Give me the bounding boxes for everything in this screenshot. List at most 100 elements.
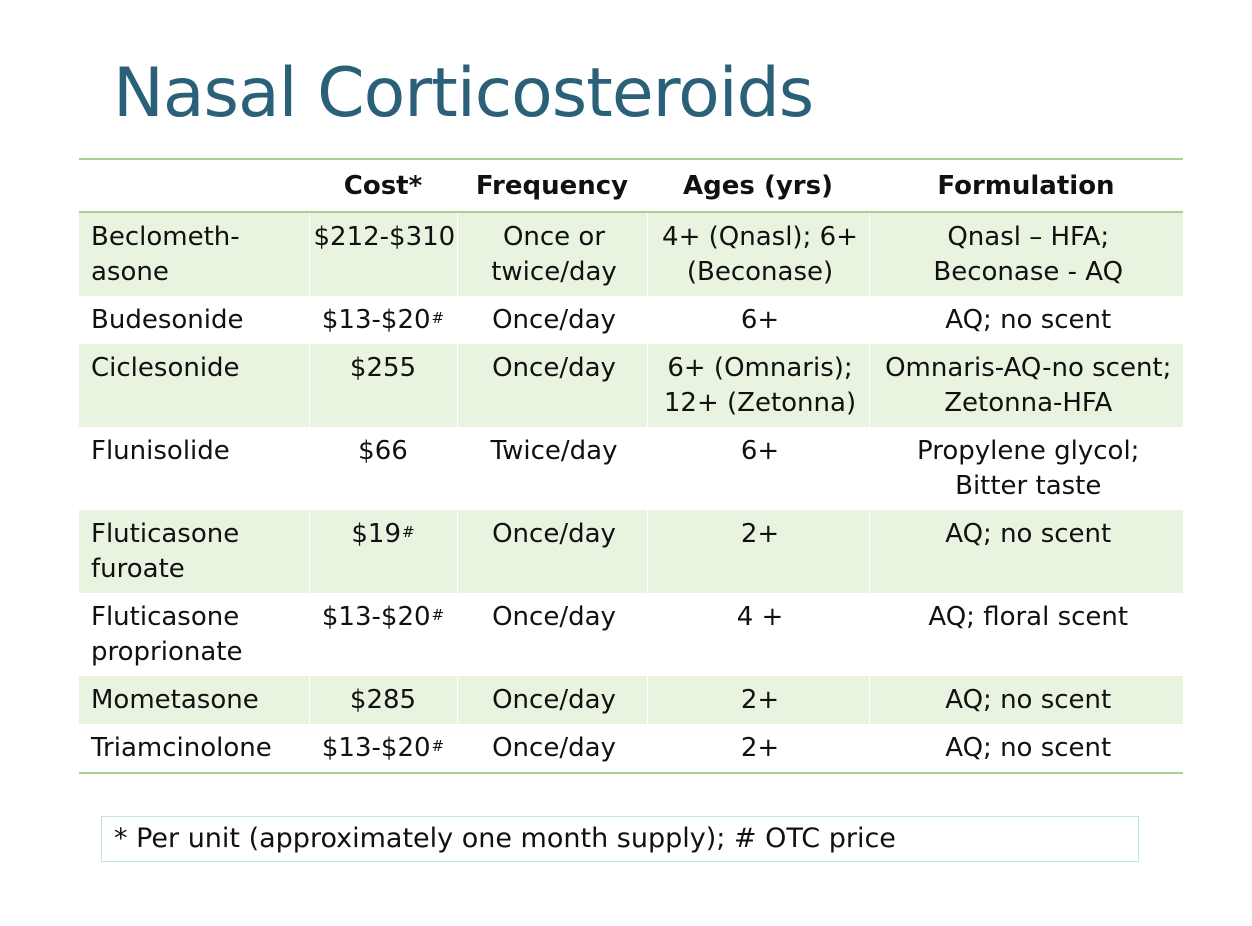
cell-formulation: AQ; no scent [868, 724, 1183, 773]
cell-name-text: Budesonide [91, 305, 244, 335]
cell-cost-text: $212-$310 [313, 222, 456, 252]
cell-frequency-text: Once/day [492, 305, 616, 335]
page-title: Nasal Corticosteroids [113, 54, 814, 133]
cell-name-text: Mometasone [91, 685, 259, 715]
cell-formulation-text: Propylene glycol; Bitter taste [917, 436, 1140, 501]
cell-name-text: Fluticasone proprionate [91, 602, 243, 667]
header-cell-formulation: Formulation [937, 170, 1115, 201]
cell-cost: $13-$20# [308, 296, 457, 344]
cell-name: Triamcinolone [79, 724, 309, 773]
cell-frequency: Once/day [456, 344, 647, 427]
cell-cost: $255 [308, 344, 457, 427]
cell-formulation: AQ; no scent [868, 296, 1183, 344]
table-row: Fluticasone furoate $19# Once/day 2+ AQ; no … [79, 510, 1183, 593]
cell-formulation-text: Omnaris-AQ-no scent; Zetonna-HFA [885, 353, 1172, 418]
cell-cost-text: $13-$20 [321, 602, 431, 632]
cell-name: Budesonide [79, 296, 309, 344]
header-cell-ages: Ages (yrs) [683, 170, 833, 201]
drug-table: Cost* Frequency Ages (yrs) Formulation B… [79, 158, 1183, 774]
cell-ages: 6+ (Omnaris); 12+ (Zetonna) [646, 344, 869, 427]
cell-formulation-text: AQ; no scent [945, 305, 1112, 335]
cell-ages: 2+ [646, 510, 869, 593]
cell-frequency: Once/day [456, 510, 647, 593]
cell-name: Flunisolide [79, 427, 309, 510]
cell-frequency: Once/day [456, 593, 647, 676]
footnote: * Per unit (approximately one month supp… [101, 816, 1139, 862]
header-cell-cost: Cost* [343, 170, 423, 201]
cell-formulation-text: AQ; no scent [945, 685, 1112, 715]
cell-ages-text: 4 + [736, 602, 784, 632]
otc-mark: # [431, 737, 445, 755]
cell-formulation: Qnasl – HFA; Beconase - AQ [868, 212, 1183, 296]
header-cell-frequency: Frequency [475, 170, 629, 201]
header-cell-drug [79, 159, 309, 212]
cell-cost-text: $13-$20 [321, 733, 431, 763]
table-row: Mometasone $285 Once/day 2+ AQ; no scent [79, 676, 1183, 724]
cell-formulation: Propylene glycol; Bitter taste [868, 427, 1183, 510]
cell-formulation: AQ; floral scent [868, 593, 1183, 676]
cell-ages: 6+ [646, 296, 869, 344]
cell-frequency-text: Once/day [492, 733, 616, 763]
cell-frequency: Once or twice/day [456, 212, 647, 296]
cell-ages: 2+ [646, 724, 869, 773]
cell-cost: $285 [308, 676, 457, 724]
cell-cost-text: $255 [349, 353, 417, 383]
otc-mark: # [431, 606, 445, 624]
cell-formulation: Omnaris-AQ-no scent; Zetonna-HFA [868, 344, 1183, 427]
cell-ages-text: 6+ (Omnaris); 12+ (Zetonna) [663, 353, 857, 418]
cell-formulation-text: Qnasl – HFA; Beconase - AQ [933, 222, 1124, 287]
cell-frequency-text: Once/day [492, 353, 616, 383]
cell-ages-text: 2+ [740, 685, 780, 715]
cell-frequency: Once/day [456, 676, 647, 724]
cell-cost-text: $285 [349, 685, 417, 715]
cell-ages-text: 6+ [740, 305, 780, 335]
cell-formulation-text: AQ; floral scent [928, 602, 1129, 632]
cell-ages: 2+ [646, 676, 869, 724]
cell-name-text: Triamcinolone [91, 733, 272, 763]
cell-ages-text: 2+ [740, 519, 780, 549]
cell-cost: $212-$310 [308, 212, 457, 296]
cell-frequency-text: Once/day [492, 602, 616, 632]
table-row: Ciclesonide $255 Once/day 6+ (Omnaris); 12+… [79, 344, 1183, 427]
table-row: Triamcinolone $13-$20# Once/day 2+ AQ; no sc… [79, 724, 1183, 773]
cell-name: Ciclesonide [79, 344, 309, 427]
cell-name-text: Flunisolide [91, 436, 230, 466]
cell-name: Fluticasone furoate [79, 510, 309, 593]
cell-cost: $13-$20# [308, 593, 457, 676]
cell-formulation-text: AQ; no scent [945, 519, 1112, 549]
cell-name-text: Ciclesonide [91, 353, 240, 383]
cell-formulation: AQ; no scent [868, 676, 1183, 724]
cell-frequency-text: Once or twice/day [491, 222, 617, 287]
table-row: Beclometh-asone $212-$310 Once or twice/da… [79, 212, 1183, 296]
cell-ages: 4 + [646, 593, 869, 676]
cell-ages-text: 4+ (Qnasl); 6+ (Beconase) [662, 222, 858, 287]
otc-mark: # [402, 523, 415, 541]
cell-formulation: AQ; no scent [868, 510, 1183, 593]
cell-cost: $13-$20# [308, 724, 457, 773]
cell-name-text: Fluticasone furoate [91, 519, 240, 584]
cell-ages: 6+ [646, 427, 869, 510]
cell-ages-text: 6+ [740, 436, 780, 466]
cell-cost-text: $66 [358, 436, 408, 466]
cell-cost: $66 [308, 427, 457, 510]
otc-mark: # [431, 309, 445, 327]
cell-cost: $19# [308, 510, 457, 593]
cell-frequency: Twice/day [456, 427, 647, 510]
cell-frequency: Once/day [456, 724, 647, 773]
cell-cost-text: $13-$20 [321, 305, 431, 335]
cell-cost-text: $19 [351, 519, 402, 549]
table-row: Flunisolide $66 Twice/day 6+ Propylene glyco… [79, 427, 1183, 510]
cell-name: Beclometh-asone [79, 212, 309, 296]
cell-ages: 4+ (Qnasl); 6+ (Beconase) [646, 212, 869, 296]
cell-name: Mometasone [79, 676, 309, 724]
table-row: Budesonide $13-$20# Once/day 6+ AQ; no scent [79, 296, 1183, 344]
cell-frequency-text: Once/day [492, 519, 616, 549]
cell-formulation-text: AQ; no scent [945, 733, 1112, 763]
cell-frequency: Once/day [456, 296, 647, 344]
table-row: Fluticasone proprionate $13-$20# Once/day 4… [79, 593, 1183, 676]
cell-frequency-text: Once/day [492, 685, 616, 715]
cell-frequency-text: Twice/day [490, 436, 618, 466]
cell-name: Fluticasone proprionate [79, 593, 309, 676]
cell-ages-text: 2+ [740, 733, 780, 763]
